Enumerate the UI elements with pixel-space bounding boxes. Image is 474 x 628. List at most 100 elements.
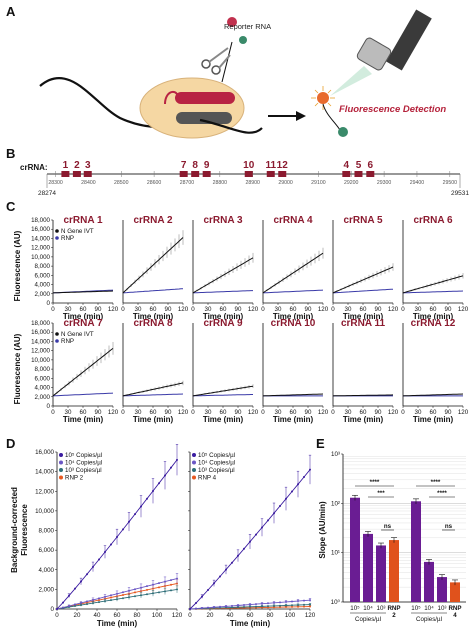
c-subplot-title: crRNA 11	[341, 318, 386, 329]
d-legend-label: RNP 4	[198, 475, 217, 482]
d-y-tick-label: 6,000	[39, 547, 55, 554]
c-x-tick-label: 0	[191, 409, 195, 416]
c-y-tick-label: 16,000	[31, 329, 50, 336]
crrna-site	[191, 171, 200, 177]
d-legend-marker	[59, 460, 63, 465]
c-x-tick-label: 0	[51, 306, 55, 313]
c-rnp-line	[262, 289, 324, 294]
c-x-tick-label: 90	[445, 409, 452, 416]
d-legend-marker	[59, 468, 63, 472]
e-group-label: Copies/µl	[355, 616, 381, 623]
c-x-tick-label: 0	[51, 409, 55, 416]
c-legend-label: N Gene IVT	[61, 331, 94, 338]
genome-tick-label: 29000	[278, 180, 293, 186]
crispr-schematic: Reporter RNA Fluorescence Detection	[39, 9, 446, 139]
d-legend-label: 10³ Copies/µl	[198, 467, 235, 474]
d-x-tick-label: 20	[74, 612, 81, 619]
c-x-tick-label: 0	[191, 306, 195, 313]
crrna-site	[202, 171, 211, 177]
c-xlabel: Time (min)	[203, 312, 244, 321]
c-x-tick-label: 90	[235, 306, 242, 313]
crrna-site-number: 10	[243, 160, 255, 171]
c-rnp-line	[192, 290, 253, 294]
e-sig-label: ****	[431, 479, 441, 486]
c-y-tick-label: 2,000	[35, 291, 51, 298]
crrna-label: crRNA:	[20, 163, 48, 172]
d-series-line	[189, 469, 311, 610]
c-x-tick-label: 60	[150, 409, 157, 416]
crrna-site	[244, 171, 253, 177]
d-legend-label: 10³ Copies/µl	[65, 467, 102, 474]
c-y-tick-label: 4,000	[35, 282, 51, 289]
panel-label-a: A	[6, 4, 16, 19]
c-y-tick-label: 14,000	[31, 235, 50, 242]
crrna-site	[83, 171, 92, 177]
genome-tick-label: 28900	[245, 180, 260, 186]
c-ivt-line	[262, 393, 324, 397]
c-subplot: crRNA 8 0 30 60 90 120 Time (min)	[121, 318, 188, 424]
e-group-label: Copies/µl	[416, 616, 442, 623]
c-x-tick-label: 0	[401, 306, 405, 313]
c-x-tick-label: 120	[458, 306, 469, 313]
d-y-tick-label: 16,000	[35, 449, 54, 456]
crrna-site-number: 4	[344, 160, 350, 171]
c-x-tick-label: 90	[445, 306, 452, 313]
d-subplot: 0 20 40 60 80 100 120 0 2,000 4,000 6,000 8,000 10,0…	[35, 444, 183, 628]
rna-strand-right	[199, 118, 263, 134]
c-ivt-line	[402, 393, 464, 397]
c-xlabel: Time (min)	[343, 415, 384, 424]
cleaved-reporter	[311, 86, 348, 137]
crrna-site	[366, 171, 375, 177]
c-subplot-title: crRNA 4	[273, 215, 313, 226]
detector-icon	[330, 9, 432, 96]
genome-tick-label: 28400	[81, 180, 96, 186]
e-x-tick-label: RNP	[387, 605, 400, 612]
c-x-tick-label: 30	[205, 306, 212, 313]
crrna-site	[354, 171, 363, 177]
d-y-tick-label: 2,000	[39, 586, 55, 593]
c-x-tick-label: 60	[430, 409, 437, 416]
crrna-site-number: 9	[204, 160, 210, 171]
c-x-tick-label: 90	[165, 306, 172, 313]
e-x-tick-label: 10³	[377, 605, 386, 612]
c-x-tick-label: 60	[430, 306, 437, 313]
e-x-tick-label: RNP	[448, 605, 461, 612]
d-x-tick-label: 0	[55, 612, 59, 619]
c-x-tick-label: 60	[290, 409, 297, 416]
c-x-tick-label: 0	[331, 409, 335, 416]
e-x-tick-label: 10⁵	[411, 605, 421, 612]
c-y-tick-label: 2,000	[35, 394, 51, 401]
e-sig-label: ****	[370, 479, 380, 486]
c-legend-marker	[55, 236, 59, 240]
c-x-tick-label: 0	[121, 306, 125, 313]
c-legend-label: RNP	[61, 235, 74, 242]
panel-label-e: E	[316, 436, 325, 451]
e-bar	[389, 540, 399, 602]
c-y-tick-label: 12,000	[31, 348, 50, 355]
d-y-tick-label: 12,000	[35, 488, 54, 495]
e-bar	[424, 561, 434, 602]
c-subplot-title: crRNA 9	[203, 318, 243, 329]
crrna-site-number: 7	[181, 160, 187, 171]
c-y-tick-label: 0	[47, 403, 51, 410]
c-subplot-title: crRNA 10	[271, 318, 316, 329]
c-x-tick-label: 60	[360, 409, 367, 416]
c-y-tick-label: 18,000	[31, 217, 50, 224]
c-x-tick-label: 120	[178, 306, 189, 313]
d-ylabel-line1: Background-corrected	[10, 487, 19, 573]
c-ivt-line	[192, 257, 254, 294]
c-subplot: crRNA 10 0 30 60 90 120 Time (min)	[261, 318, 328, 424]
genome-tick-label: 29200	[344, 180, 359, 186]
c-subplot-title: crRNA 1	[63, 215, 103, 226]
d-point	[309, 603, 311, 606]
genome-map: 28300 28400 28500 28600 28700 28800 28900 29000…	[46, 160, 461, 188]
c-y-tick-label: 18,000	[31, 320, 50, 327]
c-rnp-line	[332, 288, 394, 294]
c-xlabel: Time (min)	[273, 415, 314, 424]
c-ivt-line	[332, 266, 394, 294]
d-x-tick-label: 20	[207, 612, 214, 619]
c-ivt-line	[122, 382, 184, 397]
c-subplot-title: crRNA 5	[343, 215, 383, 226]
c-x-tick-label: 60	[80, 306, 87, 313]
scissors-icon	[201, 47, 231, 75]
